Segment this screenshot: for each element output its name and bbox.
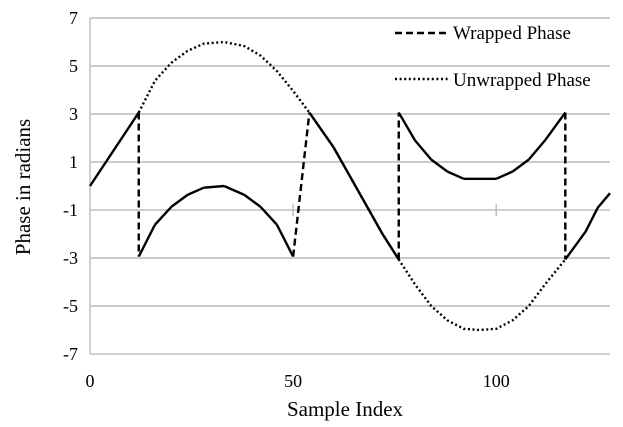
gridlines	[90, 17, 610, 307]
series-line-unwrapped-phase	[137, 40, 567, 332]
tick-labels: 7 5 3 1 -1 -3 -5 -7 0 50 100	[63, 8, 510, 391]
wrapped-phase-segment	[381, 233, 400, 261]
x-tick-label: 50	[284, 371, 302, 391]
wrapped-phase-jump	[291, 112, 311, 257]
series-1	[137, 40, 567, 332]
y-tick-label: 5	[69, 56, 78, 76]
wrapped-phase-segment	[596, 192, 611, 209]
series-0	[89, 111, 611, 261]
axes	[89, 18, 610, 355]
wrapped-phase-segment	[397, 111, 417, 142]
series-lines	[89, 40, 611, 332]
x-axis-label: Sample Index	[287, 397, 404, 421]
wrapped-phase-segment	[564, 230, 587, 261]
wrapped-phase-segment	[447, 170, 465, 180]
wrapped-phase-segment	[223, 184, 245, 196]
wrapped-phase-segment	[187, 186, 205, 196]
y-tick-label: -7	[63, 344, 78, 364]
wrapped-phase-segment	[544, 111, 567, 142]
y-tick-label: 1	[69, 152, 78, 172]
wrapped-phase-segment	[584, 207, 599, 233]
x-tick-label: 0	[86, 371, 95, 391]
legend-label-wrapped: Wrapped Phase	[453, 23, 571, 44]
wrapped-phase-segment	[259, 206, 278, 226]
wrapped-phase-segment	[527, 139, 546, 161]
y-tick-label: 7	[69, 8, 78, 28]
y-axis-label: Phase in radians	[11, 119, 35, 255]
legend-label-unwrapped: Unwrapped Phase	[453, 70, 591, 91]
wrapped-phase-segment	[203, 184, 225, 189]
wrapped-phase-segment	[137, 224, 157, 258]
y-tick-label: -5	[63, 296, 78, 316]
wrapped-phase-segment	[275, 224, 295, 258]
wrapped-phase-segment	[154, 206, 173, 226]
wrapped-phase-segment	[243, 193, 262, 208]
wrapped-phase-segment	[414, 139, 433, 161]
y-tick-label: 3	[69, 104, 78, 124]
wrapped-phase-segment	[430, 158, 449, 173]
y-tick-label: -1	[63, 200, 78, 220]
x-tick-label: 100	[483, 371, 510, 391]
y-tick-label: -3	[63, 248, 78, 268]
wrapped-phase-segment	[511, 158, 530, 173]
legend: Wrapped Phase Unwrapped Phase	[395, 23, 591, 91]
wrapped-phase-segment	[89, 111, 140, 187]
wrapped-phase-segment	[495, 170, 513, 180]
wrapped-phase-segment	[170, 193, 189, 208]
